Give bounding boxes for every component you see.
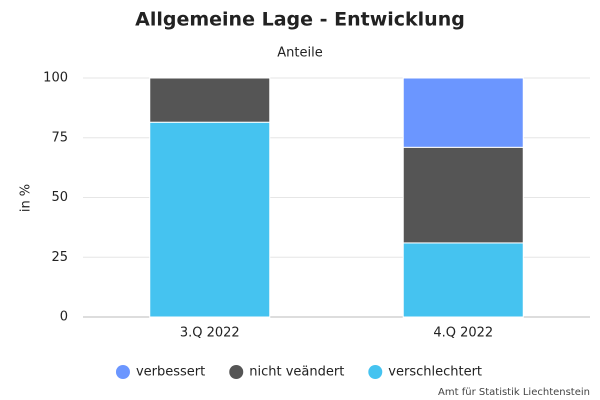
y-tick-label: 50 xyxy=(51,190,68,205)
chart-subtitle: Anteile xyxy=(277,46,322,61)
y-tick-label: 75 xyxy=(51,130,68,145)
y-tick-label: 100 xyxy=(43,71,68,86)
y-axis-label: in % xyxy=(19,184,34,212)
y-tick-label: 0 xyxy=(60,310,68,325)
bar-segment xyxy=(149,121,271,318)
legend-label: nicht veändert xyxy=(249,365,344,380)
legend-marker xyxy=(115,365,130,379)
bar-segment xyxy=(149,77,271,123)
chart-title: Allgemeine Lage - Entwicklung xyxy=(135,9,465,31)
bar-segment xyxy=(402,146,524,244)
legend-label: verschlechtert xyxy=(388,365,482,380)
x-tick-label: 4.Q 2022 xyxy=(433,326,493,341)
y-tick-label: 25 xyxy=(51,250,68,265)
legend-marker xyxy=(229,365,244,379)
legend-label: verbessert xyxy=(136,365,205,380)
legend-marker xyxy=(368,365,383,379)
credit: Amt für Statistik Liechtenstein xyxy=(438,387,590,398)
bar-segment xyxy=(402,242,524,318)
x-tick-label: 3.Q 2022 xyxy=(180,326,240,341)
bar-segment xyxy=(402,77,524,148)
